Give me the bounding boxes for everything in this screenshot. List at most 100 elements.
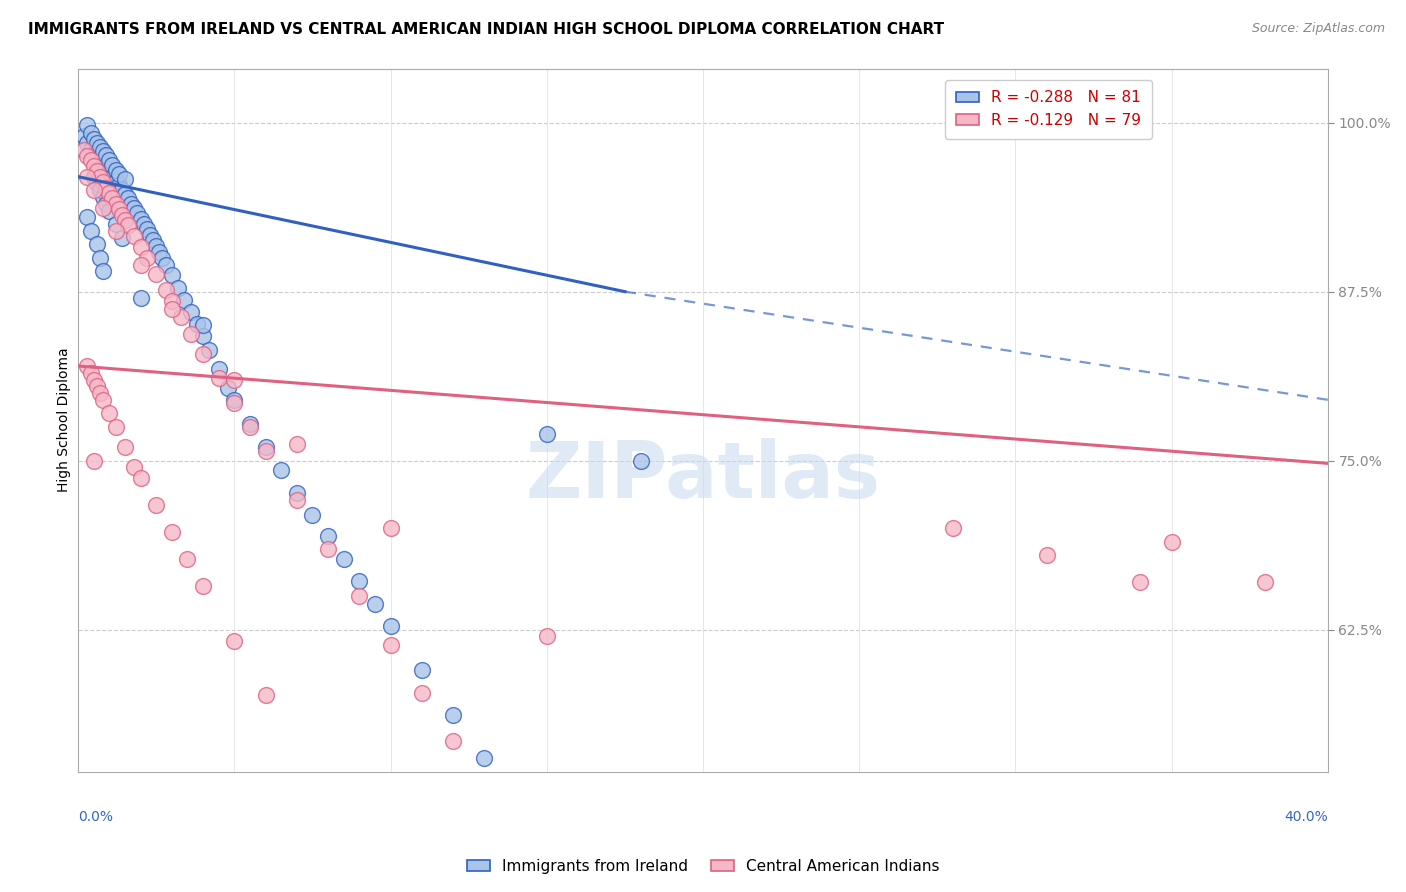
Point xyxy=(79,143,101,157)
Point xyxy=(117,191,139,205)
Text: IMMIGRANTS FROM IRELAND VS CENTRAL AMERICAN INDIAN HIGH SCHOOL DIPLOMA CORRELATI: IMMIGRANTS FROM IRELAND VS CENTRAL AMERI… xyxy=(28,22,945,37)
Point xyxy=(104,224,127,238)
Point xyxy=(1129,575,1152,590)
Point xyxy=(129,471,152,485)
Point xyxy=(79,366,101,380)
Point xyxy=(73,143,96,157)
Point xyxy=(83,183,105,197)
Point xyxy=(91,157,114,171)
Point xyxy=(86,237,108,252)
Text: ZIPatlas: ZIPatlas xyxy=(526,438,880,515)
Point xyxy=(349,589,371,603)
Point xyxy=(536,630,558,644)
Legend: R = -0.288   N = 81, R = -0.129   N = 79: R = -0.288 N = 81, R = -0.129 N = 79 xyxy=(945,79,1152,138)
Point xyxy=(98,153,121,168)
Point xyxy=(173,293,195,307)
Point xyxy=(139,227,162,242)
Point xyxy=(107,167,129,181)
Point xyxy=(91,264,114,278)
Point xyxy=(145,238,167,252)
Point xyxy=(96,196,118,211)
Point xyxy=(224,372,246,386)
Point xyxy=(380,521,402,535)
Point xyxy=(83,146,105,161)
Point xyxy=(135,251,157,265)
Point xyxy=(96,161,118,176)
Point xyxy=(129,211,152,226)
Point xyxy=(332,552,354,566)
Point xyxy=(114,213,136,227)
Point xyxy=(76,136,98,150)
Legend: Immigrants from Ireland, Central American Indians: Immigrants from Ireland, Central America… xyxy=(461,853,945,880)
Point xyxy=(155,258,177,272)
Point xyxy=(239,420,262,434)
Point xyxy=(254,688,277,702)
Point xyxy=(89,183,111,197)
Point xyxy=(239,417,262,432)
Point xyxy=(180,305,202,319)
Point xyxy=(217,381,239,395)
Point xyxy=(145,498,167,512)
Point xyxy=(76,211,98,225)
Point xyxy=(91,190,114,204)
Point xyxy=(316,541,339,556)
Point xyxy=(1254,575,1277,590)
Point xyxy=(160,302,183,317)
Point xyxy=(191,318,214,333)
Point xyxy=(380,618,402,632)
Point xyxy=(224,395,246,409)
Point xyxy=(101,157,124,171)
Point xyxy=(117,219,139,233)
Point xyxy=(254,440,277,454)
Point xyxy=(160,294,183,309)
Point xyxy=(101,169,124,184)
Point xyxy=(411,686,433,700)
Point xyxy=(111,183,134,197)
Point xyxy=(176,552,198,566)
Point xyxy=(86,149,108,163)
Point xyxy=(124,201,146,215)
Point xyxy=(79,153,101,168)
Point xyxy=(316,794,339,808)
Point xyxy=(83,159,105,173)
Point xyxy=(104,420,127,434)
Point xyxy=(316,529,339,543)
Point xyxy=(441,707,464,722)
Point xyxy=(73,129,96,144)
Point xyxy=(91,201,114,215)
Point xyxy=(152,251,174,265)
Point xyxy=(536,426,558,441)
Point xyxy=(104,217,127,231)
Point xyxy=(89,386,111,401)
Point xyxy=(1160,534,1182,549)
Point xyxy=(83,169,105,184)
Point xyxy=(630,453,652,467)
Point xyxy=(127,206,149,220)
Point xyxy=(86,379,108,393)
Point xyxy=(208,361,231,376)
Point xyxy=(89,153,111,168)
Point xyxy=(86,136,108,150)
Point xyxy=(83,453,105,467)
Point xyxy=(114,440,136,454)
Point xyxy=(472,751,495,765)
Point xyxy=(111,208,134,222)
Point xyxy=(101,191,124,205)
Point xyxy=(180,326,202,341)
Point xyxy=(89,251,111,265)
Point xyxy=(104,174,127,188)
Point xyxy=(98,406,121,420)
Point xyxy=(160,525,183,540)
Point xyxy=(79,127,101,141)
Point xyxy=(224,392,246,407)
Point xyxy=(120,196,142,211)
Point xyxy=(107,178,129,192)
Text: 0.0%: 0.0% xyxy=(79,810,112,824)
Text: 40.0%: 40.0% xyxy=(1284,810,1327,824)
Point xyxy=(111,230,134,244)
Point xyxy=(186,317,208,331)
Point xyxy=(198,343,221,357)
Point xyxy=(104,196,127,211)
Point xyxy=(254,444,277,458)
Point xyxy=(86,164,108,178)
